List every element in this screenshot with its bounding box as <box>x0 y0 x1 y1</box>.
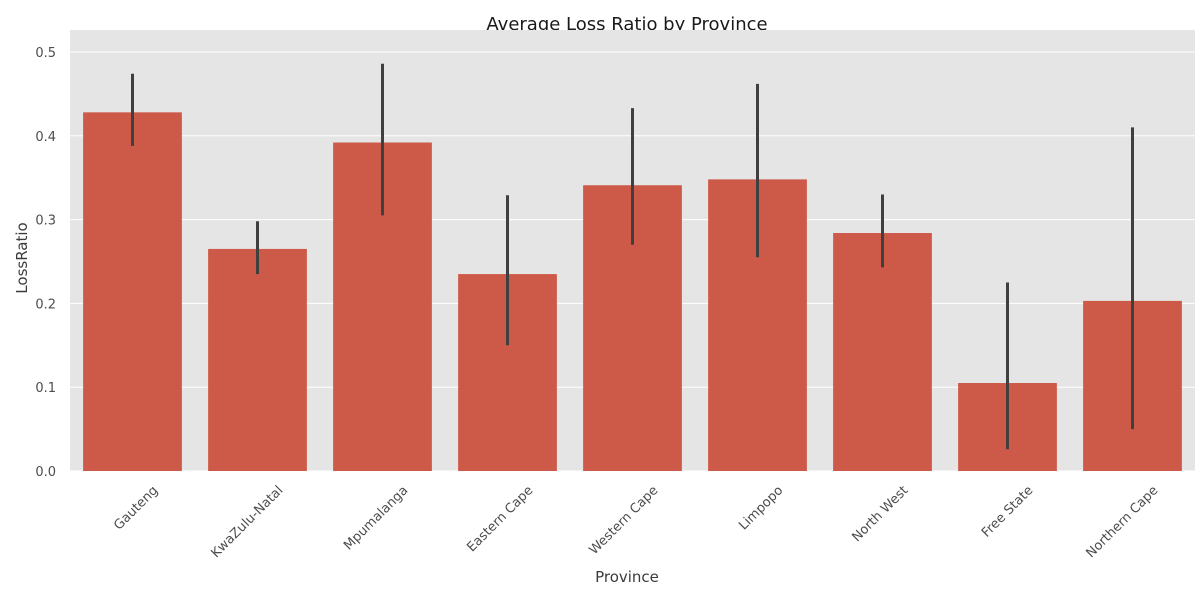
y-tick-label: 0.4 <box>35 130 56 145</box>
y-tick-label: 0.1 <box>35 381 56 396</box>
y-axis-ticks: 0.0 0.1 0.2 0.3 0.4 0.5 <box>35 46 56 480</box>
x-tick-label: North West <box>849 483 911 545</box>
x-tick-label: Limpopo <box>736 483 786 533</box>
y-tick-label: 0.5 <box>35 46 56 61</box>
bars <box>83 112 1182 471</box>
bar <box>208 248 307 471</box>
x-axis-ticks: Gauteng KwaZulu-Natal Mpumalanga Eastern Ca… <box>111 483 1161 561</box>
error-bars <box>131 63 1134 450</box>
chart-title: Average Loss Ratio by Province <box>486 14 767 35</box>
x-tick-label: Mpumalanga <box>341 483 411 553</box>
x-tick-label: Eastern Cape <box>464 483 536 555</box>
y-tick-label: 0.0 <box>35 465 56 480</box>
y-tick-label: 0.2 <box>35 297 56 312</box>
x-tick-label: KwaZulu-Natal <box>208 483 286 561</box>
y-axis-label: LossRatio <box>13 222 31 293</box>
bar <box>833 233 932 471</box>
bar <box>83 112 182 471</box>
y-tick-label: 0.3 <box>35 214 56 229</box>
x-tick-label: Gauteng <box>111 483 161 533</box>
x-tick-label: Free State <box>979 483 1036 540</box>
x-tick-label: Western Cape <box>587 483 662 558</box>
x-axis-label: Province <box>595 568 659 586</box>
x-tick-label: Northern Cape <box>1083 483 1161 561</box>
